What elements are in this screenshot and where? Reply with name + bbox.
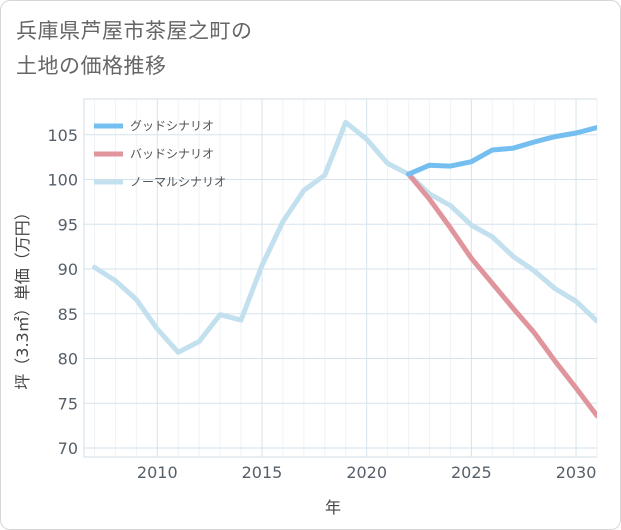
legend-label: グッドシナリオ (130, 119, 214, 133)
y-tick-label: 100 (47, 171, 78, 190)
x-tick-label: 2025 (451, 463, 492, 482)
y-tick-label: 105 (47, 126, 78, 145)
series-line-good (406, 125, 597, 177)
y-axis-title: 坪（3.3㎡）単価（万円） (13, 204, 32, 389)
y-tick-label: 90 (58, 260, 78, 279)
x-axis-title: 年 (325, 498, 341, 517)
y-tick-label: 95 (58, 215, 78, 234)
y-tick-label: 85 (58, 305, 78, 324)
chart-title: 兵庫県芦屋市茶屋之町の 土地の価格推移 (16, 19, 253, 78)
y-tick-label: 80 (58, 350, 78, 369)
x-tick-labels: 2010 2015 2020 2025 2030 (137, 463, 596, 482)
series-lines (92, 119, 597, 419)
x-tick-label: 2015 (242, 463, 283, 482)
series-line-bad (406, 171, 597, 419)
legend-label: バッドシナリオ (130, 147, 214, 161)
grid-lines (83, 98, 598, 458)
y-tick-label: 70 (58, 439, 78, 458)
x-tick-label: 2030 (556, 463, 597, 482)
x-tick-label: 2020 (346, 463, 387, 482)
y-tick-labels: 70 75 80 85 90 95 100 105 (47, 126, 78, 458)
legend-label: ノーマルシナリオ (130, 175, 226, 189)
series-line-normal (92, 119, 597, 355)
y-tick-label: 75 (58, 394, 78, 413)
x-tick-label: 2010 (137, 463, 178, 482)
